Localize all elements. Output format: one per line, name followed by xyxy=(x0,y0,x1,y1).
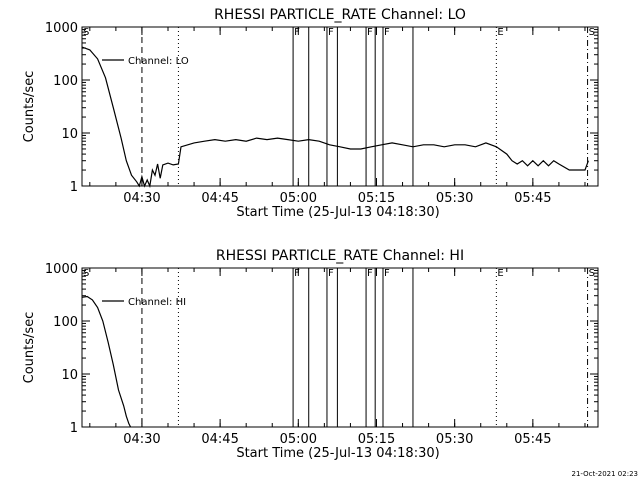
series-line xyxy=(81,295,132,428)
y-tick-label: 10 xyxy=(61,368,78,383)
x-tick-label: 05:45 xyxy=(514,432,551,447)
event-marker-label: F xyxy=(384,268,390,279)
chart-title: RHESSI PARTICLE_RATE Channel: HI xyxy=(216,248,464,264)
x-tick-label: 05:15 xyxy=(358,432,395,447)
event-marker-label: F xyxy=(384,27,390,38)
chart-panel-hi: RHESSI PARTICLE_RATE Channel: HI 1 10 100 10… xyxy=(22,248,599,461)
y-tick-label: 1000 xyxy=(45,262,78,277)
x-axis-label: Start Time (25-Jul-13 04:18:30) xyxy=(236,446,439,461)
event-marker-label: F xyxy=(328,268,334,279)
y-tick-label: 100 xyxy=(53,315,78,330)
event-marker-label: S xyxy=(83,27,89,38)
event-marker-label: S xyxy=(589,268,595,279)
x-tick-label: 05:15 xyxy=(358,191,395,206)
x-tick-label: 05:30 xyxy=(436,432,473,447)
chart-title: RHESSI PARTICLE_RATE Channel: LO xyxy=(214,7,466,23)
x-tick-label: 05:00 xyxy=(280,191,317,206)
y-axis-label: Counts/sec xyxy=(22,312,37,384)
y-axis-label: Counts/sec xyxy=(22,71,37,143)
x-tick-label: 05:00 xyxy=(280,432,317,447)
event-marker-label: F xyxy=(294,27,300,38)
plot-frame xyxy=(81,267,599,428)
x-tick-label: 05:45 xyxy=(514,191,551,206)
x-tick-label: 04:45 xyxy=(201,432,238,447)
y-tick-label: 1 xyxy=(70,180,78,195)
event-marker-label: F xyxy=(367,27,373,38)
y-tick-label: 1 xyxy=(70,421,78,436)
event-marker-label: F xyxy=(367,268,373,279)
event-marker-label: F xyxy=(294,268,300,279)
event-marker-label: S xyxy=(589,27,595,38)
legend-entry: Channel: LO xyxy=(128,56,189,67)
x-tick-label: 04:45 xyxy=(201,191,238,206)
event-marker-label: E xyxy=(497,268,503,279)
chart-panel-lo: RHESSI PARTICLE_RATE Channel: LO 1 10 100 10… xyxy=(22,7,599,220)
y-tick-label: 1000 xyxy=(45,21,78,36)
y-tick-label: 10 xyxy=(61,127,78,142)
x-tick-label: 04:30 xyxy=(123,191,160,206)
legend-entry: Channel: HI xyxy=(128,297,186,308)
y-tick-label: 100 xyxy=(53,74,78,89)
event-marker-label: F xyxy=(328,27,334,38)
event-marker-label: E xyxy=(497,27,503,38)
x-axis-label: Start Time (25-Jul-13 04:18:30) xyxy=(236,205,439,220)
series-line xyxy=(81,46,589,189)
footer-timestamp: 21-Oct-2021 02:23 xyxy=(572,470,638,478)
event-marker-label: S xyxy=(83,268,89,279)
x-tick-label: 04:30 xyxy=(123,432,160,447)
x-tick-label: 05:30 xyxy=(436,191,473,206)
